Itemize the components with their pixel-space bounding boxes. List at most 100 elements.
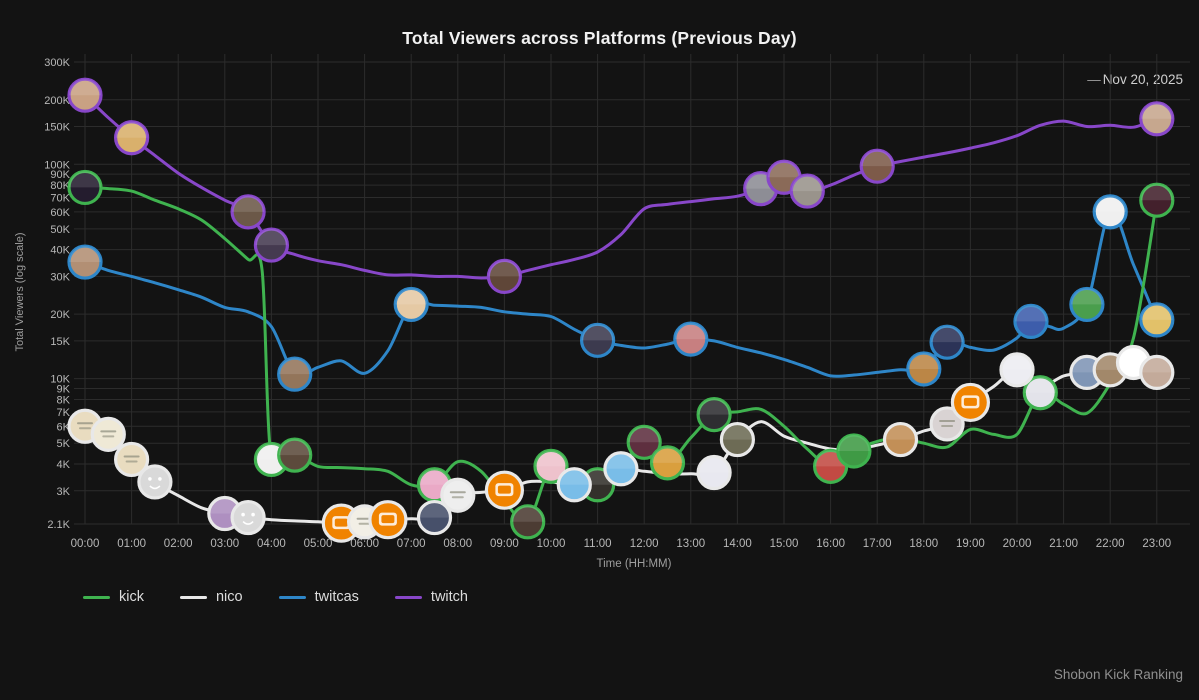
streamer-avatar-icon[interactable] <box>1022 375 1058 411</box>
text-badge-icon[interactable] <box>440 477 476 513</box>
streamer-avatar-icon[interactable] <box>1139 354 1175 390</box>
x-tick-label: 10:00 <box>537 538 566 550</box>
streamer-avatar-icon[interactable] <box>230 194 266 230</box>
streamer-avatar-icon[interactable] <box>696 396 732 433</box>
streamer-avatar-icon[interactable] <box>1139 101 1175 137</box>
series-line-twitcas[interactable] <box>83 210 1159 378</box>
series-line-twitch[interactable] <box>83 93 1159 280</box>
legend-label-nico: nico <box>215 589 243 605</box>
chart-title: Total Viewers across Platforms (Previous… <box>402 28 797 48</box>
y-tick-label: 100K <box>44 159 70 171</box>
x-tick-label: 19:00 <box>956 538 985 550</box>
streamer-avatar-icon[interactable] <box>1092 194 1128 230</box>
streamer-avatar-icon[interactable] <box>719 421 756 458</box>
x-tick-label: 03:00 <box>210 538 239 550</box>
x-tick-label: 05:00 <box>304 538 333 550</box>
x-tick-label: 23:00 <box>1142 538 1171 550</box>
x-tick-label: 21:00 <box>1049 538 1078 550</box>
legend-item-kick[interactable]: kick <box>83 589 144 605</box>
watermark-label: Shobon Kick Ranking <box>1053 667 1183 682</box>
streamer-avatar-icon[interactable] <box>277 437 313 473</box>
streamer-avatar-icon[interactable] <box>114 120 150 156</box>
x-tick-label: 17:00 <box>863 538 892 550</box>
niconico-tv-icon[interactable] <box>950 382 991 423</box>
x-tick-label: 16:00 <box>816 538 845 550</box>
annotation-date-label: Nov 20, 2025 <box>1102 72 1183 87</box>
y-tick-label: 20K <box>50 309 70 321</box>
y-tick-label: 2.1K <box>47 519 70 531</box>
smiley-icon[interactable] <box>230 499 266 536</box>
streamer-avatar-icon[interactable] <box>510 504 546 540</box>
x-tick-label: 04:00 <box>257 538 286 550</box>
legend-swatch-nico <box>179 595 207 599</box>
y-tick-label: 50K <box>50 224 70 236</box>
streamer-avatar-icon[interactable] <box>1013 303 1049 340</box>
streamer-avatar-icon[interactable] <box>556 467 592 503</box>
x-tick-label: 08:00 <box>443 538 472 550</box>
streamer-avatar-icon[interactable] <box>1069 286 1105 323</box>
streamer-avatar-icon[interactable] <box>836 433 872 469</box>
streamer-avatar-icon[interactable] <box>67 77 103 113</box>
legend-item-twitcas[interactable]: twitcas <box>278 589 359 605</box>
x-tick-label: 14:00 <box>723 538 752 550</box>
legend-label-twitch: twitch <box>430 589 468 605</box>
y-tick-label: 80K <box>50 180 70 192</box>
streamer-avatar-icon[interactable] <box>673 321 709 357</box>
streamer-avatar-icon[interactable] <box>1139 302 1175 338</box>
niconico-tv-icon[interactable] <box>368 500 408 540</box>
streamer-avatar-icon[interactable] <box>906 351 942 387</box>
x-tick-label: 00:00 <box>71 538 100 550</box>
y-tick-label: 3K <box>57 486 71 498</box>
streamer-avatar-icon[interactable] <box>626 424 662 460</box>
x-tick-label: 09:00 <box>490 538 519 550</box>
y-tick-label: 5K <box>57 438 71 450</box>
streamer-avatar-icon[interactable] <box>789 173 825 209</box>
x-tick-label: 20:00 <box>1003 538 1032 550</box>
streamer-avatar-icon[interactable] <box>393 286 429 323</box>
y-tick-label: 10K <box>50 374 70 386</box>
streamer-avatar-icon[interactable] <box>766 159 802 195</box>
y-tick-label: 9K <box>57 383 71 395</box>
y-tick-label: 200K <box>44 95 70 107</box>
x-tick-label: 06:00 <box>350 538 379 550</box>
y-tick-label: 300K <box>44 57 70 69</box>
streamer-avatar-icon[interactable] <box>67 244 103 280</box>
streamer-avatar-icon[interactable] <box>533 448 569 484</box>
text-badge-icon[interactable] <box>114 441 150 478</box>
streamer-avatar-icon[interactable] <box>579 322 616 358</box>
streamer-avatar-icon[interactable] <box>882 421 919 458</box>
x-tick-label: 15:00 <box>770 538 799 550</box>
x-tick-label: 22:00 <box>1096 538 1125 550</box>
legend-item-twitch[interactable]: twitch <box>394 589 468 605</box>
y-tick-label: 150K <box>44 122 70 134</box>
legend-swatch-twitch <box>394 595 422 599</box>
streamer-avatar-icon[interactable] <box>649 445 686 481</box>
y-tick-label: 60K <box>50 207 70 219</box>
x-tick-label: 12:00 <box>630 538 659 550</box>
legend-item-nico[interactable]: nico <box>179 589 243 605</box>
streamer-avatar-icon[interactable] <box>277 356 313 392</box>
y-tick-label: 15K <box>50 336 70 348</box>
smiley-icon[interactable] <box>137 464 173 500</box>
legend-label-kick: kick <box>119 589 144 605</box>
chart-legend: kick nico twitcas twitch <box>83 589 468 605</box>
streamer-avatar-icon[interactable] <box>1139 182 1175 218</box>
streamer-avatar-icon[interactable] <box>416 499 453 536</box>
streamer-avatar-icon[interactable] <box>253 227 289 263</box>
streamer-avatar-icon[interactable] <box>486 258 522 294</box>
legend-label-twitcas: twitcas <box>314 589 359 605</box>
streamer-avatar-icon[interactable] <box>929 324 965 360</box>
niconico-tv-icon[interactable] <box>484 470 524 510</box>
y-tick-label: 30K <box>50 271 70 283</box>
streamer-avatar-icon[interactable] <box>67 169 103 206</box>
y-tick-label: 7K <box>57 407 71 419</box>
streamer-avatar-icon[interactable] <box>603 451 639 487</box>
streamer-avatar-icon[interactable] <box>859 148 895 184</box>
streamer-avatar-icon[interactable] <box>999 352 1035 388</box>
x-tick-label: 07:00 <box>397 538 426 550</box>
streamer-avatar-icon[interactable] <box>696 454 732 491</box>
text-badge-icon[interactable] <box>90 416 126 452</box>
text-badge-icon[interactable] <box>929 406 965 442</box>
